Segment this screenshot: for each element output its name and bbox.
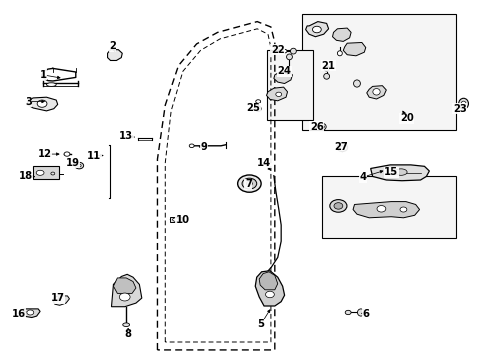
Text: 9: 9 [201,142,207,152]
Ellipse shape [255,100,260,103]
Ellipse shape [324,67,328,71]
Text: 14: 14 [256,158,271,168]
Ellipse shape [329,199,346,212]
Polygon shape [273,71,292,84]
Ellipse shape [336,144,347,152]
Polygon shape [259,272,277,290]
Ellipse shape [242,178,256,189]
Text: 21: 21 [321,60,335,71]
Text: 7: 7 [244,179,251,189]
Ellipse shape [394,169,406,175]
Text: 27: 27 [334,142,347,152]
Text: 1: 1 [40,70,46,80]
Bar [302,14,455,130]
Ellipse shape [312,26,321,33]
Ellipse shape [345,310,350,315]
Polygon shape [20,309,40,318]
Text: 17: 17 [51,293,64,303]
Polygon shape [305,22,328,37]
Ellipse shape [122,323,129,327]
Text: 6: 6 [362,309,368,319]
Ellipse shape [119,293,130,301]
Text: 8: 8 [124,329,131,339]
Ellipse shape [376,206,385,212]
Text: 18: 18 [19,171,32,181]
Ellipse shape [46,83,56,86]
Text: 12: 12 [38,149,52,159]
Text: 25: 25 [246,103,260,113]
Text: 13: 13 [119,131,133,141]
Ellipse shape [255,106,261,112]
Polygon shape [370,165,428,181]
Ellipse shape [51,172,55,175]
Ellipse shape [265,291,274,298]
Text: 5: 5 [257,319,264,329]
Ellipse shape [27,310,34,315]
Text: 19: 19 [65,158,79,168]
Polygon shape [332,28,350,41]
Ellipse shape [275,92,281,96]
Ellipse shape [286,54,292,60]
Ellipse shape [77,164,81,167]
Ellipse shape [246,181,252,186]
Text: 22: 22 [270,45,284,55]
Text: 24: 24 [277,66,291,76]
Bar [321,176,455,238]
Ellipse shape [237,175,261,192]
Ellipse shape [319,123,325,130]
Ellipse shape [353,80,360,87]
Ellipse shape [372,89,380,95]
Polygon shape [366,86,386,99]
Polygon shape [352,202,419,218]
Text: 10: 10 [176,215,189,225]
Ellipse shape [339,146,344,149]
Text: 15: 15 [384,167,397,177]
Ellipse shape [323,73,329,79]
Polygon shape [111,274,142,307]
Polygon shape [255,271,284,306]
Ellipse shape [337,51,342,56]
Text: 16: 16 [12,309,25,319]
Polygon shape [27,97,58,111]
Ellipse shape [399,207,406,212]
Polygon shape [107,50,122,60]
Text: 23: 23 [452,104,466,114]
Ellipse shape [290,48,296,54]
Polygon shape [170,217,182,222]
Ellipse shape [172,218,179,221]
Ellipse shape [36,170,44,175]
Polygon shape [113,278,136,293]
Text: 11: 11 [86,150,101,161]
Polygon shape [53,296,69,305]
Ellipse shape [282,49,286,53]
Polygon shape [266,87,287,101]
Ellipse shape [458,98,468,109]
Ellipse shape [460,101,465,106]
Text: 4: 4 [359,172,366,182]
Bar [33,166,59,179]
Text: 2: 2 [109,41,116,51]
Ellipse shape [64,152,70,156]
Ellipse shape [189,144,194,148]
Text: 20: 20 [399,113,413,123]
Polygon shape [343,42,365,56]
Text: 3: 3 [25,96,32,107]
Ellipse shape [357,309,364,316]
Ellipse shape [320,126,324,128]
Ellipse shape [75,162,83,169]
Text: 26: 26 [309,122,323,132]
Ellipse shape [37,100,47,107]
Ellipse shape [333,203,342,209]
Bar [266,50,312,120]
